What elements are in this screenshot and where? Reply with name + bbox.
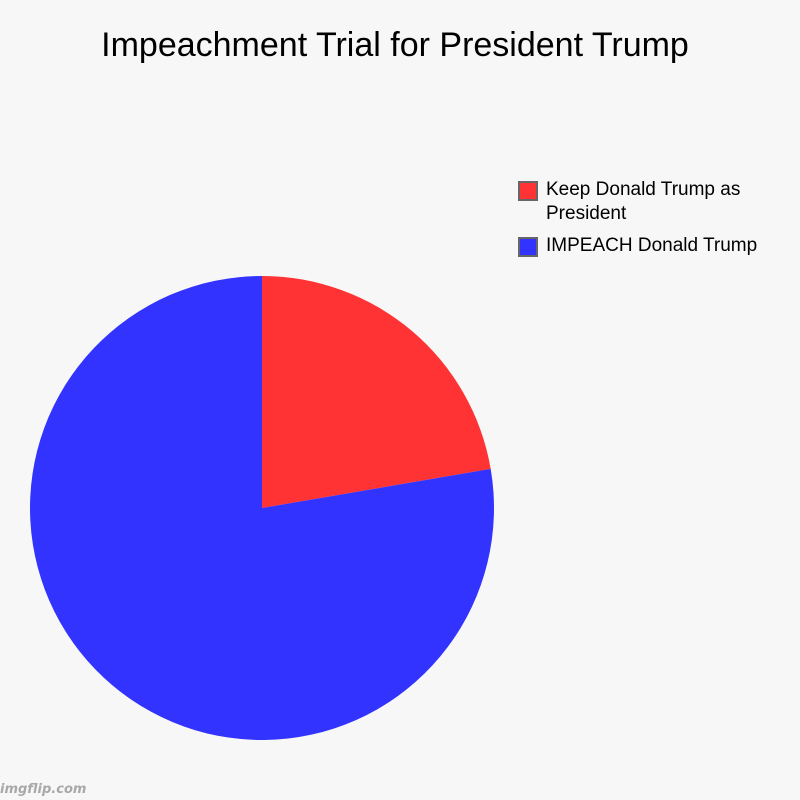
legend-label-impeach: IMPEACH Donald Trump [546,235,758,256]
legend: Keep Donald Trump as President IMPEACH D… [518,178,798,266]
pie-slice-impeach [30,276,495,740]
pie-slice-keep [262,276,491,508]
chart-title: Impeachment Trial for President Trump [101,26,689,64]
legend-swatch-keep [518,181,538,201]
legend-item-keep: Keep Donald Trump as President [518,178,798,226]
legend-label-keep: Keep Donald Trump as President [546,179,741,224]
legend-item-impeach: IMPEACH Donald Trump [518,234,798,258]
imgflip-watermark: imgflip.com [0,782,87,797]
legend-swatch-impeach [518,237,538,257]
